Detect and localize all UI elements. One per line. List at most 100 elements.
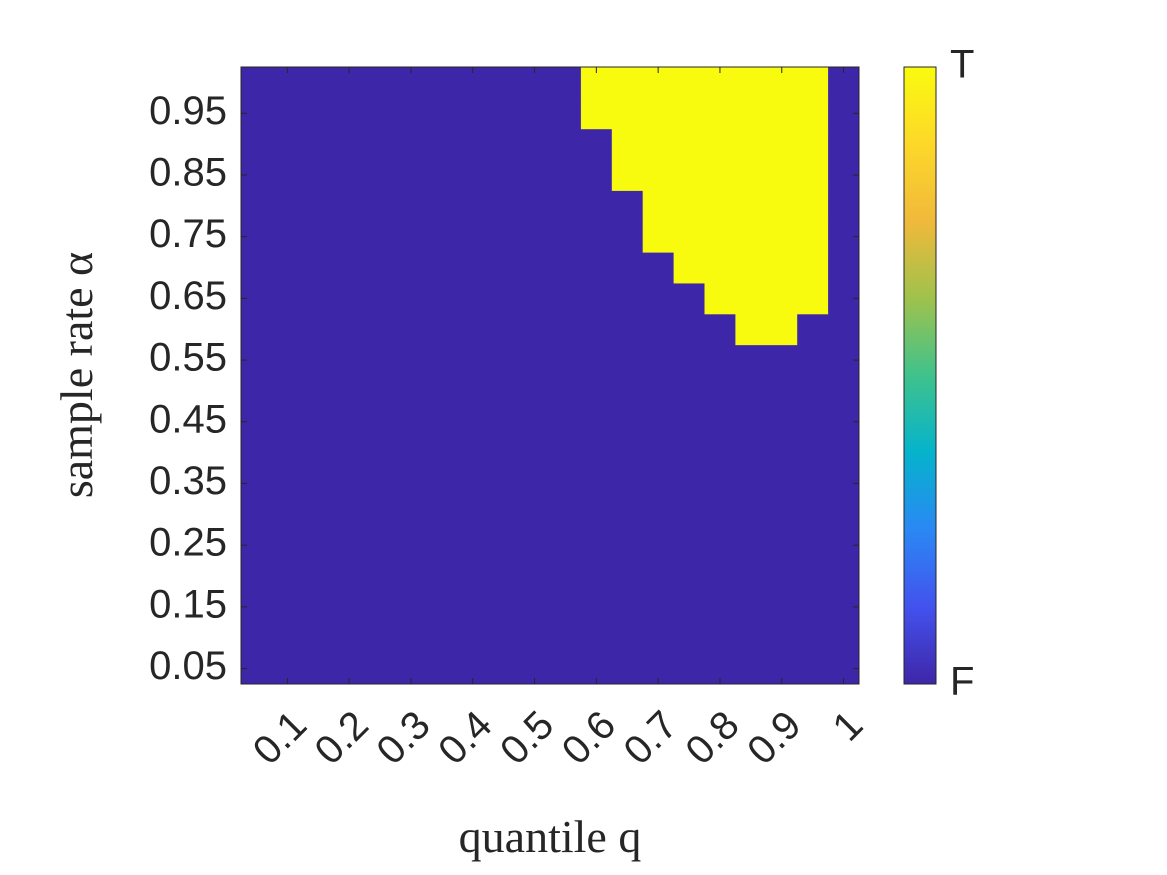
heatmap-cell <box>550 159 582 191</box>
heatmap-cell <box>580 344 613 376</box>
heatmap-cell <box>302 529 335 562</box>
heatmap-cell <box>519 468 551 500</box>
heatmap-cell <box>642 159 675 191</box>
heatmap-cell <box>364 498 396 531</box>
heatmap-cell <box>673 591 705 623</box>
heatmap-cell <box>828 375 860 407</box>
heatmap-cell <box>828 437 860 469</box>
heatmap-cell <box>673 344 705 376</box>
heatmap-cell <box>488 344 520 376</box>
heatmap-cell <box>488 190 520 222</box>
heatmap-cell <box>333 622 366 654</box>
x-tick-label: 0.5 <box>492 703 562 773</box>
heatmap-cell <box>488 529 520 562</box>
heatmap-cell <box>302 97 335 130</box>
heatmap-cell <box>673 653 705 685</box>
heatmap-cell <box>673 313 705 346</box>
heatmap-cell <box>735 437 767 469</box>
heatmap-cell <box>241 437 273 469</box>
heatmap-cell <box>519 591 551 623</box>
heatmap-cell <box>302 468 335 500</box>
heatmap-cell <box>426 498 458 531</box>
heatmap-cell <box>457 159 489 191</box>
heatmap-cell <box>241 252 273 284</box>
y-axis-label: sample rate α <box>51 252 102 498</box>
heatmap-cell <box>302 406 335 438</box>
heatmap-cell <box>580 406 613 438</box>
heatmap-cell <box>271 375 304 407</box>
heatmap-cell <box>550 344 582 376</box>
heatmap-cell <box>457 591 489 623</box>
plot-frame <box>240 66 860 685</box>
heatmap-cell <box>766 282 798 315</box>
heatmap-cell <box>550 313 582 346</box>
heatmap-cell <box>519 313 551 346</box>
heatmap-cell <box>302 653 335 685</box>
heatmap-cell <box>426 221 458 253</box>
heatmap-cell <box>580 97 613 130</box>
heatmap-cell <box>766 344 798 376</box>
heatmap-cell <box>704 159 736 191</box>
heatmap-cell <box>519 406 551 438</box>
heatmap-cell <box>271 468 304 500</box>
heatmap-cell <box>580 498 613 531</box>
heatmap-cell <box>611 252 644 284</box>
heatmap-cell <box>364 67 396 99</box>
heatmap-cell <box>766 97 798 130</box>
heatmap-cell <box>271 437 304 469</box>
heatmap-cell <box>550 406 582 438</box>
heatmap-cell <box>364 468 396 500</box>
heatmap-cell <box>426 344 458 376</box>
heatmap-cell <box>766 560 798 592</box>
heatmap-cell <box>704 591 736 623</box>
heatmap-cell <box>550 221 582 253</box>
x-tick-label: 0.7 <box>616 703 686 773</box>
heatmap-cell <box>457 406 489 438</box>
heatmap-cell <box>611 190 644 222</box>
y-tick-label: 0.55 <box>149 336 227 380</box>
heatmap-cell <box>488 622 520 654</box>
heatmap-cell <box>611 591 644 623</box>
heatmap-cell <box>519 437 551 469</box>
heatmap-cell <box>550 375 582 407</box>
heatmap-cell <box>302 313 335 346</box>
heatmap-cell <box>828 190 860 222</box>
heatmap-cell <box>241 560 273 592</box>
heatmap-cell <box>642 498 675 531</box>
x-tick-label: 0.2 <box>307 703 377 773</box>
heatmap-cell <box>735 97 767 130</box>
heatmap-cell <box>611 560 644 592</box>
heatmap-cell <box>642 437 675 469</box>
heatmap-cell <box>241 128 273 161</box>
heatmap-cell <box>704 622 736 654</box>
heatmap-cell <box>550 529 582 562</box>
y-tick-label: 0.05 <box>149 644 227 688</box>
heatmap-cell <box>271 159 304 191</box>
heatmap-cell <box>426 591 458 623</box>
heatmap-cell <box>735 159 767 191</box>
heatmap-cell <box>302 282 335 315</box>
heatmap-cell <box>642 529 675 562</box>
x-tick-label: 0.4 <box>430 703 500 773</box>
heatmap-cell <box>735 529 767 562</box>
heatmap-cell <box>519 344 551 376</box>
heatmap-cell <box>488 591 520 623</box>
heatmap-cell <box>364 97 396 130</box>
heatmap-cell <box>488 560 520 592</box>
heatmap-cell <box>704 344 736 376</box>
heatmap-cell <box>488 437 520 469</box>
heatmap-cell <box>364 653 396 685</box>
heatmap-cell <box>735 67 767 99</box>
heatmap-cell <box>550 591 582 623</box>
heatmap-cell <box>426 622 458 654</box>
heatmap-cell <box>364 375 396 407</box>
x-tick-label: 0.6 <box>554 703 624 773</box>
heatmap-cell <box>735 653 767 685</box>
heatmap-cell <box>580 437 613 469</box>
heatmap-cell <box>797 282 829 315</box>
heatmap-cell <box>704 313 736 346</box>
heatmap-cell <box>673 282 705 315</box>
heatmap-cell <box>673 560 705 592</box>
heatmap-cell <box>797 437 829 469</box>
